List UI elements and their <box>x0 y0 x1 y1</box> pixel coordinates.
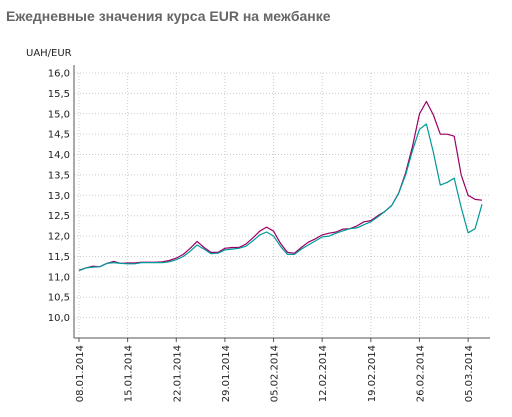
series-line-1 <box>78 100 483 271</box>
y-tick-label: 11,5 <box>48 252 70 263</box>
y-tick-labels: 16,0 15,5 15,0 14,5 14,0 13,5 13,0 12,5 12,0 11,5… <box>48 69 70 325</box>
x-tick-label: 26.02.2014 <box>415 345 426 402</box>
y-tick-label: 10,0 <box>48 313 70 324</box>
y-tick-label: 16,0 <box>48 69 70 80</box>
y-tick-label: 13,0 <box>48 191 70 202</box>
y-tick-label: 12,5 <box>48 211 70 222</box>
axes-layer <box>73 65 490 342</box>
x-tick-label: 12.02.2014 <box>318 345 329 402</box>
y-tick-label: 15,0 <box>48 109 70 120</box>
y-tick-label: 11,0 <box>48 272 70 283</box>
y-tick-label: 15,5 <box>48 89 70 100</box>
x-tick-label: 15.01.2014 <box>124 345 135 402</box>
chart-title: Ежедневные значения курса EUR на межбанк… <box>6 8 331 24</box>
grid-layer <box>74 72 490 338</box>
series-line-2 <box>78 123 483 272</box>
x-tick-label: 08.01.2014 <box>75 345 86 402</box>
x-tick-label: 22.01.2014 <box>172 345 183 402</box>
x-tick-label: 05.02.2014 <box>270 345 281 402</box>
series-layer <box>78 100 483 272</box>
y-tick-label: 14,5 <box>48 130 70 141</box>
x-tick-labels: 08.01.2014 15.01.2014 22.01.2014 29.01.2014… <box>75 345 475 402</box>
y-axis-title: UAH/EUR <box>26 48 72 59</box>
x-tick-label: 29.01.2014 <box>221 345 232 402</box>
x-tick-label: 05.03.2014 <box>464 345 475 402</box>
x-tick-label: 19.02.2014 <box>367 345 378 402</box>
y-tick-label: 14,0 <box>48 150 70 161</box>
y-tick-label: 10,5 <box>48 293 70 304</box>
y-tick-label: 12,0 <box>48 232 70 243</box>
y-tick-label: 13,5 <box>48 170 70 181</box>
